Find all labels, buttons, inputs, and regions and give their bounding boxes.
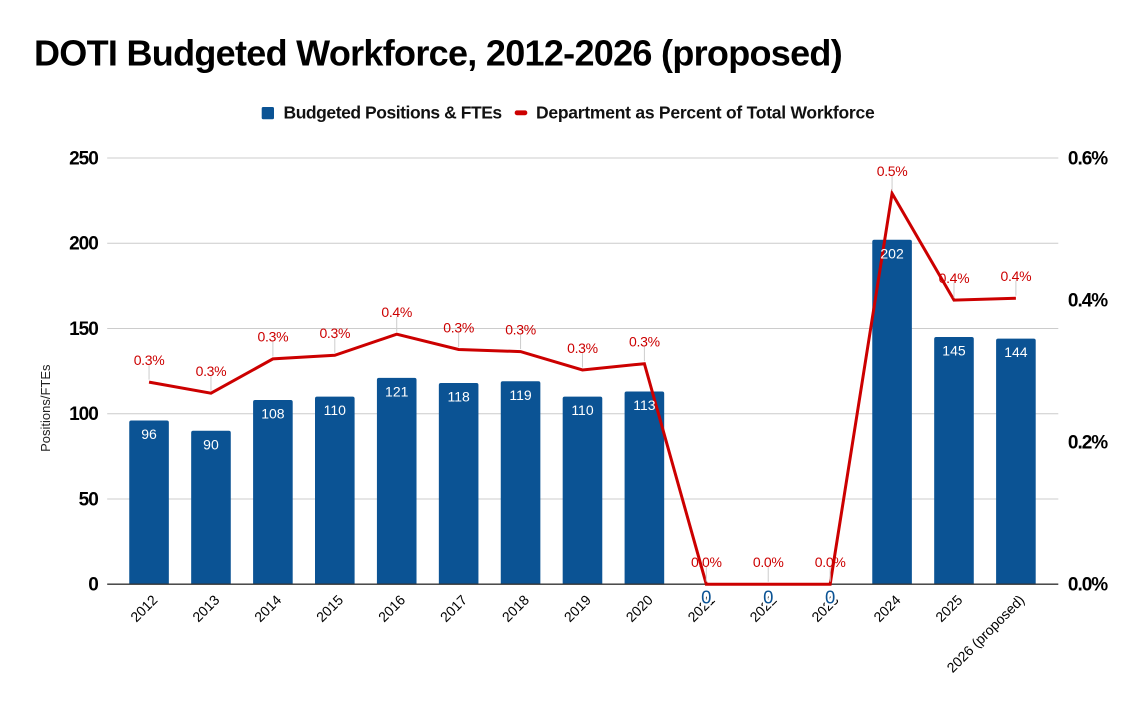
svg-text:110: 110 [571,402,594,418]
svg-text:2012: 2012 [127,591,160,624]
svg-text:0.3%: 0.3% [319,325,350,341]
svg-text:150: 150 [69,319,98,340]
svg-text:0.4%: 0.4% [939,270,970,286]
svg-text:2017: 2017 [437,591,470,624]
svg-text:0.2%: 0.2% [1068,433,1108,454]
svg-text:2025: 2025 [932,591,965,624]
svg-text:0.4%: 0.4% [381,304,412,320]
svg-text:Department as Percent of Total: Department as Percent of Total Workforce [536,103,875,123]
svg-text:113: 113 [633,397,656,413]
svg-text:110: 110 [324,402,347,418]
svg-text:121: 121 [385,383,409,399]
svg-text:0.3%: 0.3% [443,319,474,335]
svg-text:108: 108 [261,406,285,422]
svg-text:0.5%: 0.5% [877,163,908,179]
svg-text:Budgeted Positions & FTEs: Budgeted Positions & FTEs [284,103,503,123]
svg-text:119: 119 [509,387,532,403]
svg-text:2015: 2015 [313,591,346,624]
svg-text:0.3%: 0.3% [196,363,227,379]
svg-text:0: 0 [825,587,835,608]
svg-text:2016: 2016 [375,591,408,624]
svg-text:0.0%: 0.0% [1068,575,1108,596]
svg-text:50: 50 [79,489,99,510]
svg-text:0.6%: 0.6% [1068,148,1108,169]
svg-text:144: 144 [1004,344,1028,360]
svg-text:96: 96 [141,426,157,442]
svg-text:0.3%: 0.3% [258,329,289,345]
svg-text:0.3%: 0.3% [505,321,536,337]
svg-text:100: 100 [69,404,98,425]
svg-text:0: 0 [88,575,98,596]
svg-text:2013: 2013 [189,591,222,624]
svg-text:0.0%: 0.0% [753,554,784,570]
svg-text:0: 0 [701,587,711,608]
svg-text:145: 145 [942,342,966,358]
svg-text:2024: 2024 [870,591,903,624]
svg-text:0.3%: 0.3% [629,334,660,350]
svg-text:118: 118 [447,389,470,405]
svg-text:2014: 2014 [251,591,284,624]
svg-text:200: 200 [69,234,98,255]
svg-text:2019: 2019 [561,591,594,624]
svg-text:2018: 2018 [499,591,532,624]
svg-text:DOTI Budgeted Workforce, 2012-: DOTI Budgeted Workforce, 2012-2026 (prop… [34,33,842,74]
svg-text:90: 90 [203,436,219,452]
svg-text:0.0%: 0.0% [691,554,722,570]
svg-text:0.3%: 0.3% [134,352,165,368]
svg-text:Positions/FTEs: Positions/FTEs [38,364,53,452]
svg-text:202: 202 [880,245,904,261]
svg-text:0.3%: 0.3% [567,340,598,356]
svg-text:0.4%: 0.4% [1068,290,1108,311]
svg-text:0.4%: 0.4% [1001,268,1032,284]
svg-text:0: 0 [763,587,773,608]
svg-text:2020: 2020 [623,591,656,624]
svg-text:250: 250 [69,148,98,169]
svg-text:0.0%: 0.0% [815,554,846,570]
